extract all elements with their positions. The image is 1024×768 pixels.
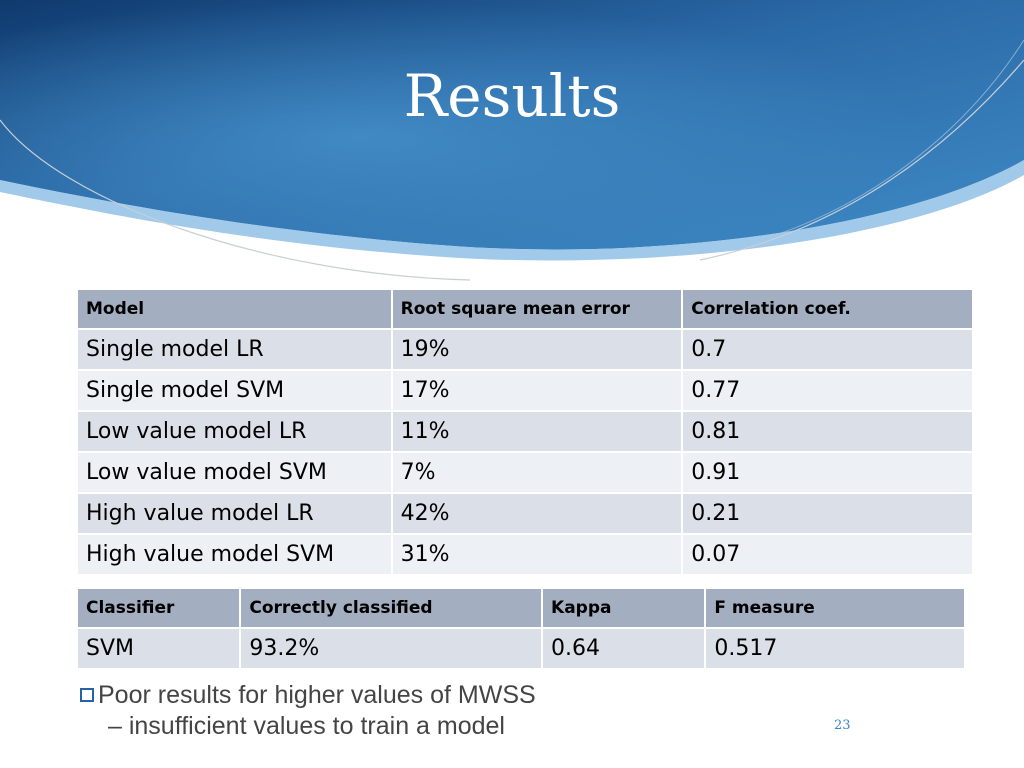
table-row: Single model LR 19% 0.7 [78, 330, 972, 369]
slide-title: Results [403, 62, 621, 130]
column-header-rmse: Root square mean error [392, 290, 682, 328]
table-row: Low value model LR 11% 0.81 [78, 412, 972, 451]
cell-rmse: 7% [392, 453, 682, 492]
note-line-2: – insufficient values to train a model [108, 712, 505, 740]
column-header-correctly-classified: Correctly classified [241, 589, 542, 627]
cell-kappa: 0.64 [543, 629, 705, 668]
cell-correlation: 0.7 [683, 330, 972, 369]
cell-classifier: SVM [78, 629, 240, 668]
cell-correlation: 0.91 [683, 453, 972, 492]
note-line-1: Poor results for higher values of MWSS [98, 681, 536, 709]
column-header-kappa: Kappa [543, 589, 705, 627]
table-row: High value model LR 42% 0.21 [78, 494, 972, 533]
cell-correlation: 0.81 [683, 412, 972, 451]
cell-rmse: 19% [392, 330, 682, 369]
cell-rmse: 31% [392, 535, 682, 574]
cell-correlation: 0.77 [683, 371, 972, 410]
cell-rmse: 42% [392, 494, 682, 533]
cell-f-measure: 0.517 [706, 629, 964, 668]
header-wave-background [0, 0, 1024, 281]
table-row: SVM 93.2% 0.64 0.517 [78, 629, 964, 668]
page-number: 23 [834, 718, 851, 733]
cell-model: High value model SVM [78, 535, 391, 574]
cell-rmse: 11% [392, 412, 682, 451]
cell-model: Single model SVM [78, 371, 391, 410]
regression-results-table: Model Root square mean error Correlation… [76, 288, 974, 576]
cell-correlation: 0.21 [683, 494, 972, 533]
cell-rmse: 17% [392, 371, 682, 410]
column-header-model: Model [78, 290, 391, 328]
cell-correlation: 0.07 [683, 535, 972, 574]
cell-model: Single model LR [78, 330, 391, 369]
table-header-row: Model Root square mean error Correlation… [78, 290, 972, 328]
table-header-row: Classifier Correctly classified Kappa F … [78, 589, 964, 627]
column-header-classifier: Classifier [78, 589, 240, 627]
column-header-f-measure: F measure [706, 589, 964, 627]
column-header-correlation: Correlation coef. [683, 290, 972, 328]
table-row: Single model SVM 17% 0.77 [78, 371, 972, 410]
bullet-line: Poor results for higher values of MWSS [80, 680, 536, 711]
checkbox-bullet-icon [80, 688, 94, 702]
table-row: High value model SVM 31% 0.07 [78, 535, 972, 574]
cell-correctly-classified: 93.2% [241, 629, 542, 668]
cell-model: Low value model SVM [78, 453, 391, 492]
bullet-note: Poor results for higher values of MWSS –… [80, 680, 536, 742]
classification-results-table: Classifier Correctly classified Kappa F … [76, 587, 966, 670]
table-row: Low value model SVM 7% 0.91 [78, 453, 972, 492]
cell-model: High value model LR [78, 494, 391, 533]
cell-model: Low value model LR [78, 412, 391, 451]
